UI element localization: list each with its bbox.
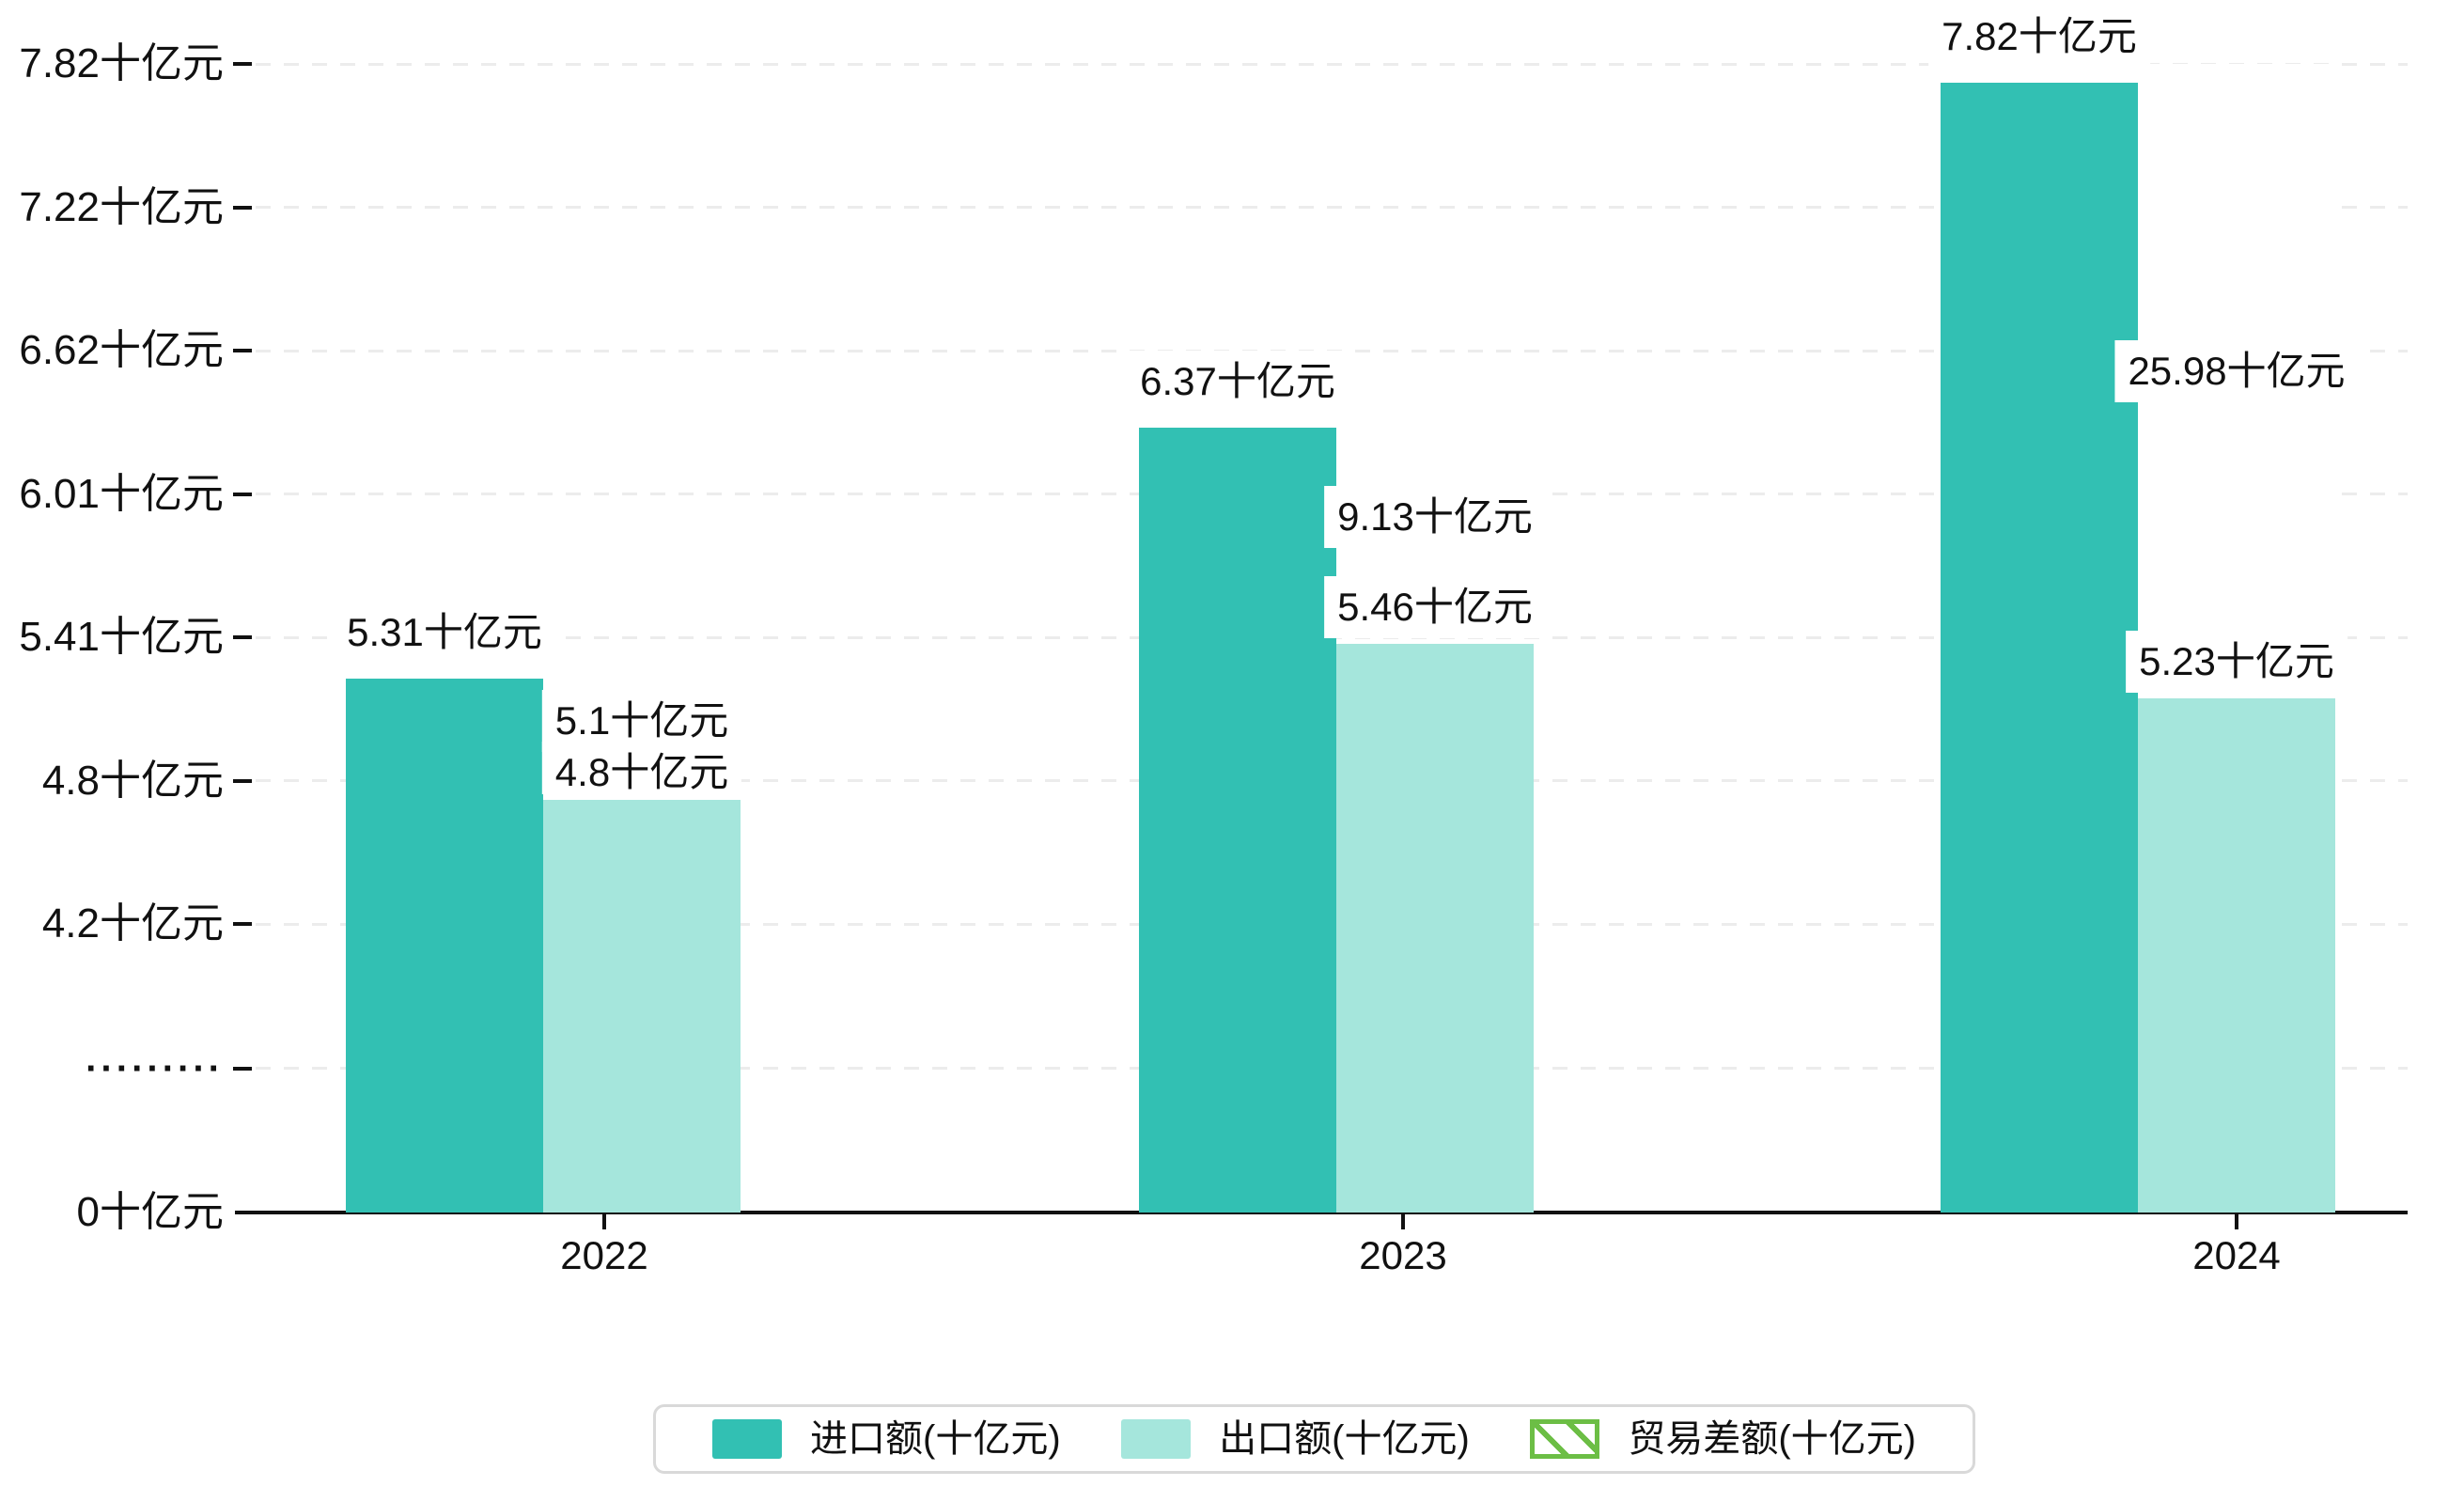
trade-gap-value-label: 9.13十亿元 — [1324, 485, 1546, 548]
export-bar-2023[interactable] — [1336, 643, 1534, 1213]
y-tick-mark — [233, 62, 252, 66]
x-tick-label-2023: 2023 — [1359, 1233, 1447, 1277]
export-swatch-icon — [1121, 1419, 1192, 1459]
legend-label: 出口额(十亿元) — [1219, 1418, 1470, 1460]
y-tick-mark — [233, 922, 252, 926]
x-tick-label-2022: 2022 — [560, 1233, 648, 1277]
import-bar-2023[interactable] — [1139, 427, 1336, 1213]
trade-gap-value-label: 5.1十亿元 — [541, 689, 742, 752]
import-bar-2024[interactable] — [1941, 82, 2138, 1213]
y-tick-mark — [233, 492, 252, 496]
gridline — [256, 206, 2408, 209]
legend-label: 贸易差额(十亿元) — [1628, 1418, 1916, 1460]
export-bar-2022[interactable] — [543, 800, 741, 1213]
y-tick-label: 6.62十亿元 — [19, 327, 224, 373]
trade-gap-value-label: 25.98十亿元 — [2114, 340, 2359, 403]
legend: 进口额(十亿元) 出口额(十亿元) 贸易差额(十亿元) — [653, 1404, 1975, 1474]
legend-item-export[interactable]: 出口额(十亿元) — [1121, 1419, 1470, 1459]
import-swatch-icon — [712, 1419, 782, 1459]
export-bar-2024[interactable] — [2138, 697, 2335, 1213]
import-bar-2022[interactable] — [346, 679, 543, 1213]
x-axis-line — [235, 1211, 2408, 1214]
legend-item-import[interactable]: 进口额(十亿元) — [712, 1419, 1061, 1459]
y-tick-label: 7.22十亿元 — [19, 183, 224, 230]
y-tick-label: ········· — [86, 1047, 224, 1089]
export-value-label: 5.46十亿元 — [1324, 575, 1546, 638]
x-tick-label-2024: 2024 — [2192, 1233, 2281, 1277]
x-tick-mark — [1401, 1214, 1405, 1229]
legend-label: 进口额(十亿元) — [810, 1418, 1061, 1460]
y-tick-label: 6.01十亿元 — [19, 470, 224, 517]
trade-gap-swatch-icon — [1530, 1419, 1600, 1459]
y-tick-mark — [233, 205, 252, 210]
import-value-label: 6.37十亿元 — [1127, 350, 1349, 413]
gridline — [256, 62, 2408, 66]
x-tick-mark — [602, 1214, 606, 1229]
export-value-label: 5.23十亿元 — [2126, 630, 2347, 693]
import-value-label: 7.82十亿元 — [1928, 5, 2150, 68]
y-tick-label: 4.8十亿元 — [41, 757, 224, 804]
y-tick-mark — [233, 1066, 252, 1071]
export-value-label: 4.8十亿元 — [541, 742, 742, 795]
y-tick-mark — [233, 635, 252, 639]
x-tick-mark — [2235, 1214, 2238, 1229]
y-tick-mark — [233, 349, 252, 352]
y-tick-label: 4.2十亿元 — [41, 900, 224, 947]
legend-item-trade-gap[interactable]: 贸易差额(十亿元) — [1530, 1419, 1916, 1459]
import-value-label: 5.31十亿元 — [334, 602, 555, 665]
y-tick-label: 5.41十亿元 — [19, 614, 224, 660]
y-tick-mark — [233, 778, 252, 783]
y-tick-label: 7.82十亿元 — [19, 40, 224, 86]
y-tick-label: 0十亿元 — [76, 1189, 224, 1235]
